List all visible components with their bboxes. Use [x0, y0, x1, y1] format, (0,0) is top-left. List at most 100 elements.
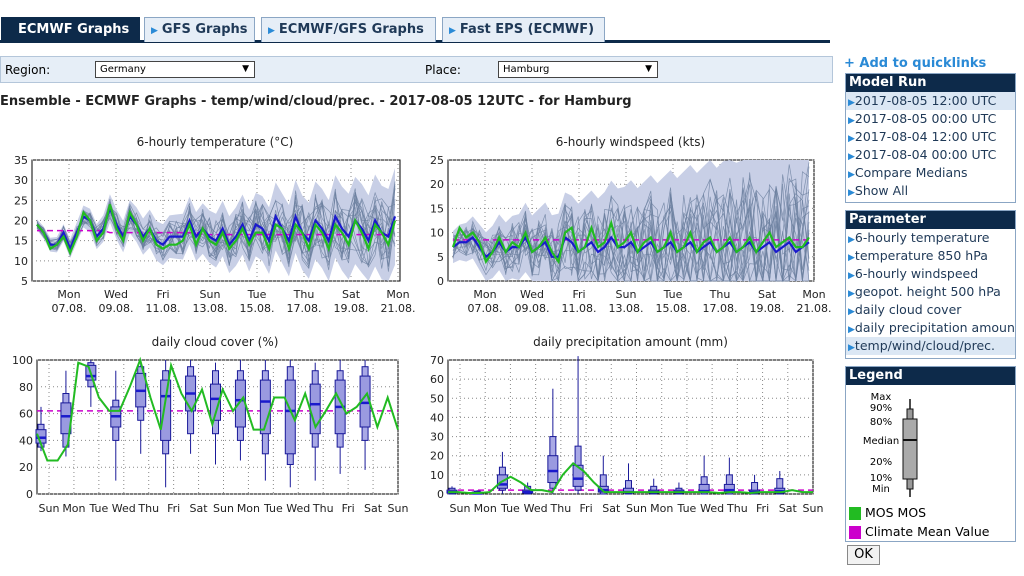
- model-run-item[interactable]: ▶2017-08-04 12:00 UTC: [846, 128, 1015, 146]
- x-date-label: 11.08.: [562, 302, 597, 315]
- triangle-right-icon: ▶: [848, 253, 855, 263]
- parameter-item[interactable]: ▶geopot. height 500 hPa: [846, 283, 1015, 301]
- parameter-item[interactable]: ▶daily precipitation amount: [846, 319, 1015, 337]
- tab-bar: ECMWF Graphs ▶ GFS Graphs ▶ ECMWF/GFS Grap…: [0, 17, 830, 43]
- tab-fast-eps[interactable]: ▶ Fast EPS (ECMWF): [442, 17, 605, 42]
- parameter-item-label: 6-hourly windspeed: [854, 266, 979, 281]
- mos-line: [448, 462, 813, 495]
- model-run-item[interactable]: ▶2017-08-05 12:00 UTC: [846, 92, 1015, 110]
- mos-line: [36, 356, 399, 462]
- model-run-item-label: 2017-08-05 12:00 UTC: [854, 93, 997, 108]
- x-tick-label: Mon: [237, 502, 260, 515]
- box-inner: [234, 379, 246, 428]
- tab-ecmwf-gfs-graphs[interactable]: ▶ ECMWF/GFS Graphs: [261, 17, 436, 42]
- parameter-item-label: temperature 850 hPa: [854, 248, 988, 263]
- y-tick-label: 0: [437, 488, 444, 501]
- triangle-right-icon: ▶: [848, 289, 855, 299]
- tab-label: GFS Graphs: [161, 22, 248, 37]
- x-tick-label: Mon: [650, 502, 673, 515]
- x-date-label: 07.08.: [468, 302, 503, 315]
- ensemble-member-line: [452, 183, 809, 283]
- parameter-item[interactable]: ▶temp/wind/cloud/prec.: [846, 337, 1015, 355]
- place-label: Place:: [425, 63, 461, 77]
- x-tick-label: Mon: [386, 288, 409, 301]
- y-tick-label: 100: [12, 354, 33, 367]
- x-tick-label: Tue: [88, 502, 108, 515]
- tab-label: Fast EPS (ECMWF): [459, 22, 595, 37]
- tab-ecmwf-graphs[interactable]: ECMWF Graphs: [1, 17, 140, 42]
- triangle-right-icon: ▶: [848, 188, 855, 198]
- parameter-item[interactable]: ▶temperature 850 hPa: [846, 247, 1015, 265]
- parameter-item[interactable]: ▶daily cloud cover: [846, 301, 1015, 319]
- x-tick-label: Thu: [709, 288, 731, 301]
- model-run-item[interactable]: ▶2017-08-05 00:00 UTC: [846, 110, 1015, 128]
- y-tick-label: 15: [430, 202, 444, 215]
- x-tick-label: Sat: [364, 502, 383, 515]
- x-tick-label: Sun: [39, 502, 60, 515]
- parameter-item[interactable]: ▶6-hourly windspeed: [846, 265, 1015, 283]
- mos-line: [451, 219, 810, 265]
- box-outer: [625, 480, 632, 495]
- ok-button[interactable]: OK: [847, 545, 880, 565]
- y-tick-label: 10: [14, 255, 28, 268]
- x-tick-label: Thu: [293, 288, 315, 301]
- place-value: Hamburg: [503, 64, 550, 75]
- model-run-item[interactable]: ▶Compare Medians: [846, 164, 1015, 182]
- legend-median: Median: [862, 436, 900, 447]
- y-tick-label: 0: [26, 488, 33, 501]
- selector-bar: Region: Germany ▼ Place: Hamburg ▼: [0, 56, 833, 83]
- plot-frame: [447, 359, 814, 495]
- place-select[interactable]: Hamburg ▼: [498, 61, 658, 78]
- x-tick-label: Tue: [677, 502, 697, 515]
- triangle-right-icon: ▶: [848, 152, 855, 162]
- mos-line: [36, 204, 397, 256]
- legend-inner-box: [902, 418, 918, 480]
- mos-swatch: [849, 507, 861, 520]
- chart-title-cloud: daily cloud cover (%): [151, 335, 279, 349]
- triangle-right-icon: ▶: [449, 26, 456, 36]
- triangle-right-icon: ▶: [848, 116, 855, 126]
- x-tick-label: Wed: [524, 502, 548, 515]
- model-run-item-label: 2017-08-04 12:00 UTC: [854, 129, 997, 144]
- region-select[interactable]: Germany ▼: [95, 61, 255, 78]
- x-tick-label: Thu: [550, 502, 572, 515]
- box-outer: [599, 474, 607, 495]
- parameter-item-label: 6-hourly temperature: [854, 230, 990, 245]
- climate-label: Climate Mean Value: [865, 524, 990, 539]
- legend-title: Legend: [846, 367, 1015, 385]
- legend-p10: 10%: [869, 473, 893, 484]
- legend-min: Min: [872, 484, 890, 495]
- y-tick-label: 40: [430, 411, 444, 424]
- y-tick-label: 20: [19, 461, 33, 474]
- tab-gfs-graphs[interactable]: ▶ GFS Graphs: [144, 17, 255, 42]
- x-tick-label: Fri: [156, 288, 169, 301]
- model-run-item-label: 2017-08-05 00:00 UTC: [854, 111, 997, 126]
- x-tick-label: Fri: [572, 288, 585, 301]
- climate-swatch: [849, 526, 861, 539]
- temperature-chart: 5101520253035Mon07.08.Wed09.08.Fri11.08.…: [14, 154, 416, 315]
- add-quicklinks-link[interactable]: + Add to quicklinks: [844, 56, 987, 71]
- x-tick-label: Sat: [190, 502, 209, 515]
- model-run-item[interactable]: ▶Show All: [846, 182, 1015, 200]
- parameter-item[interactable]: ▶6-hourly temperature: [846, 229, 1015, 247]
- ensemble-member-line: [36, 183, 396, 263]
- x-tick-label: Fri: [167, 502, 180, 515]
- y-tick-label: 20: [430, 178, 444, 191]
- y-tick-label: 60: [19, 408, 33, 421]
- x-tick-label: Fri: [580, 502, 593, 515]
- page-title: Ensemble - ECMWF Graphs - temp/wind/clou…: [0, 94, 632, 109]
- x-date-label: 11.08.: [146, 302, 181, 315]
- parameter-panel: Parameter ▶6-hourly temperature ▶temperat…: [845, 210, 1016, 359]
- model-run-item[interactable]: ▶2017-08-04 00:00 UTC: [846, 146, 1015, 164]
- x-tick-label: Sun: [200, 288, 221, 301]
- dropdown-arrow-icon: ▼: [242, 64, 249, 74]
- ensemble-member-line: [452, 178, 810, 283]
- model-run-item-label: Show All: [854, 183, 909, 198]
- x-tick-label: Sun: [213, 502, 234, 515]
- ensemble-member-line: [452, 177, 810, 282]
- box-inner: [547, 455, 559, 484]
- x-tick-label: Thu: [137, 502, 159, 515]
- x-tick-label: Tue: [500, 502, 520, 515]
- parameter-item-label: geopot. height 500 hPa: [854, 284, 1001, 299]
